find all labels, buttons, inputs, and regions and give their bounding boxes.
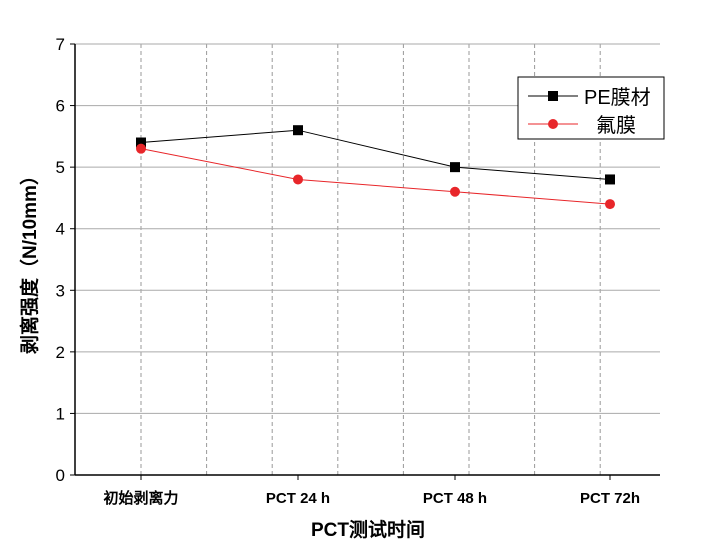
y-tick-label: 1 [56, 404, 65, 423]
y-tick-label: 3 [56, 281, 65, 300]
y-tick-label: 6 [56, 97, 65, 116]
series [136, 125, 615, 210]
legend-marker [548, 91, 558, 101]
data-point [450, 162, 460, 173]
data-point [136, 137, 146, 148]
legend-marker [548, 119, 558, 129]
axes: 0 1 2 3 4 5 6 7 初始剥离力 PCT 24 h PCT 48 h PCT 72h [56, 35, 660, 507]
x-tick-label: PCT 72h [580, 490, 640, 507]
data-point [293, 125, 303, 136]
y-tick-label: 4 [56, 220, 65, 239]
y-tick-label: 2 [56, 343, 65, 362]
x-tick-label: 初始剥离力 [103, 489, 178, 507]
legend-label: PE膜材 [584, 86, 651, 109]
data-point [605, 174, 615, 185]
y-tick-label: 7 [56, 35, 65, 54]
legend-label: 氟膜 [596, 114, 636, 137]
y-tick-label: 0 [56, 466, 65, 485]
data-point [136, 143, 146, 154]
x-tick-label: PCT 24 h [266, 490, 330, 507]
series-line [140, 129, 611, 180]
data-point [605, 199, 615, 210]
series-line [140, 148, 611, 205]
x-tick-label: PCT 48 h [423, 490, 487, 507]
y-axis-label: 剥离强度（N/10mm） [18, 166, 41, 354]
y-tick-label: 5 [56, 158, 65, 177]
data-point [293, 174, 303, 185]
legend-box [517, 76, 665, 140]
data-point [450, 186, 460, 197]
x-axis-label: PCT测试时间 [311, 519, 425, 541]
